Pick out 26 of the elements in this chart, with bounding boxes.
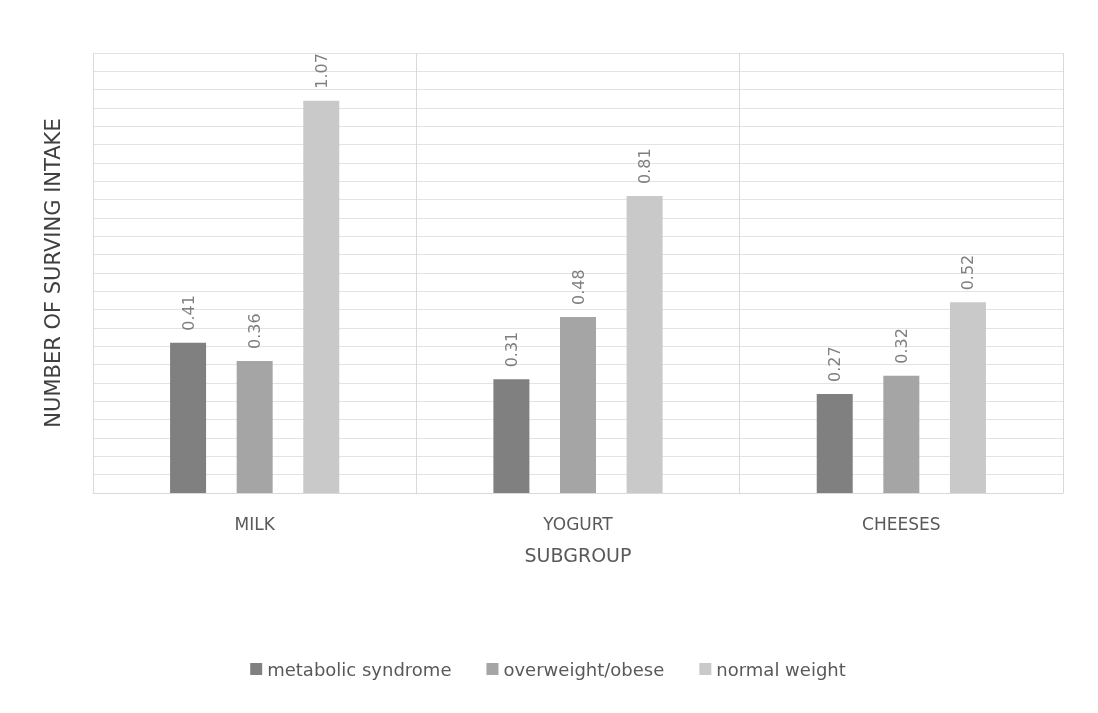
x-tick-label: CHEESES xyxy=(862,513,941,534)
data-label: 0.32 xyxy=(891,328,911,364)
bar xyxy=(493,379,530,493)
x-tick-label: YOGURT xyxy=(542,513,614,534)
data-label: 0.52 xyxy=(958,254,978,291)
bar xyxy=(170,342,207,493)
data-label: 0.36 xyxy=(245,313,265,349)
data-label: 0.31 xyxy=(501,331,521,368)
data-label: 0.27 xyxy=(825,346,845,382)
data-label: 1.07 xyxy=(311,53,331,89)
legend-label: normal weight xyxy=(716,658,846,680)
bar xyxy=(883,375,920,493)
x-axis-title: SUBGROUP xyxy=(524,543,632,566)
bar xyxy=(560,317,596,493)
legend-label: overweight/obese xyxy=(503,658,665,680)
x-tick-label: MILK xyxy=(234,513,276,534)
bar xyxy=(949,302,986,493)
data-label: 0.48 xyxy=(568,269,588,305)
bar xyxy=(816,394,853,493)
bar xyxy=(626,196,663,493)
bar xyxy=(236,361,273,493)
legend-label: metabolic syndrome xyxy=(267,658,452,680)
y-axis-title: NUMBER OF SURVING INTAKE xyxy=(40,118,65,428)
data-label: 0.41 xyxy=(178,295,198,331)
data-label: 0.81 xyxy=(635,148,655,184)
bar xyxy=(303,100,340,493)
